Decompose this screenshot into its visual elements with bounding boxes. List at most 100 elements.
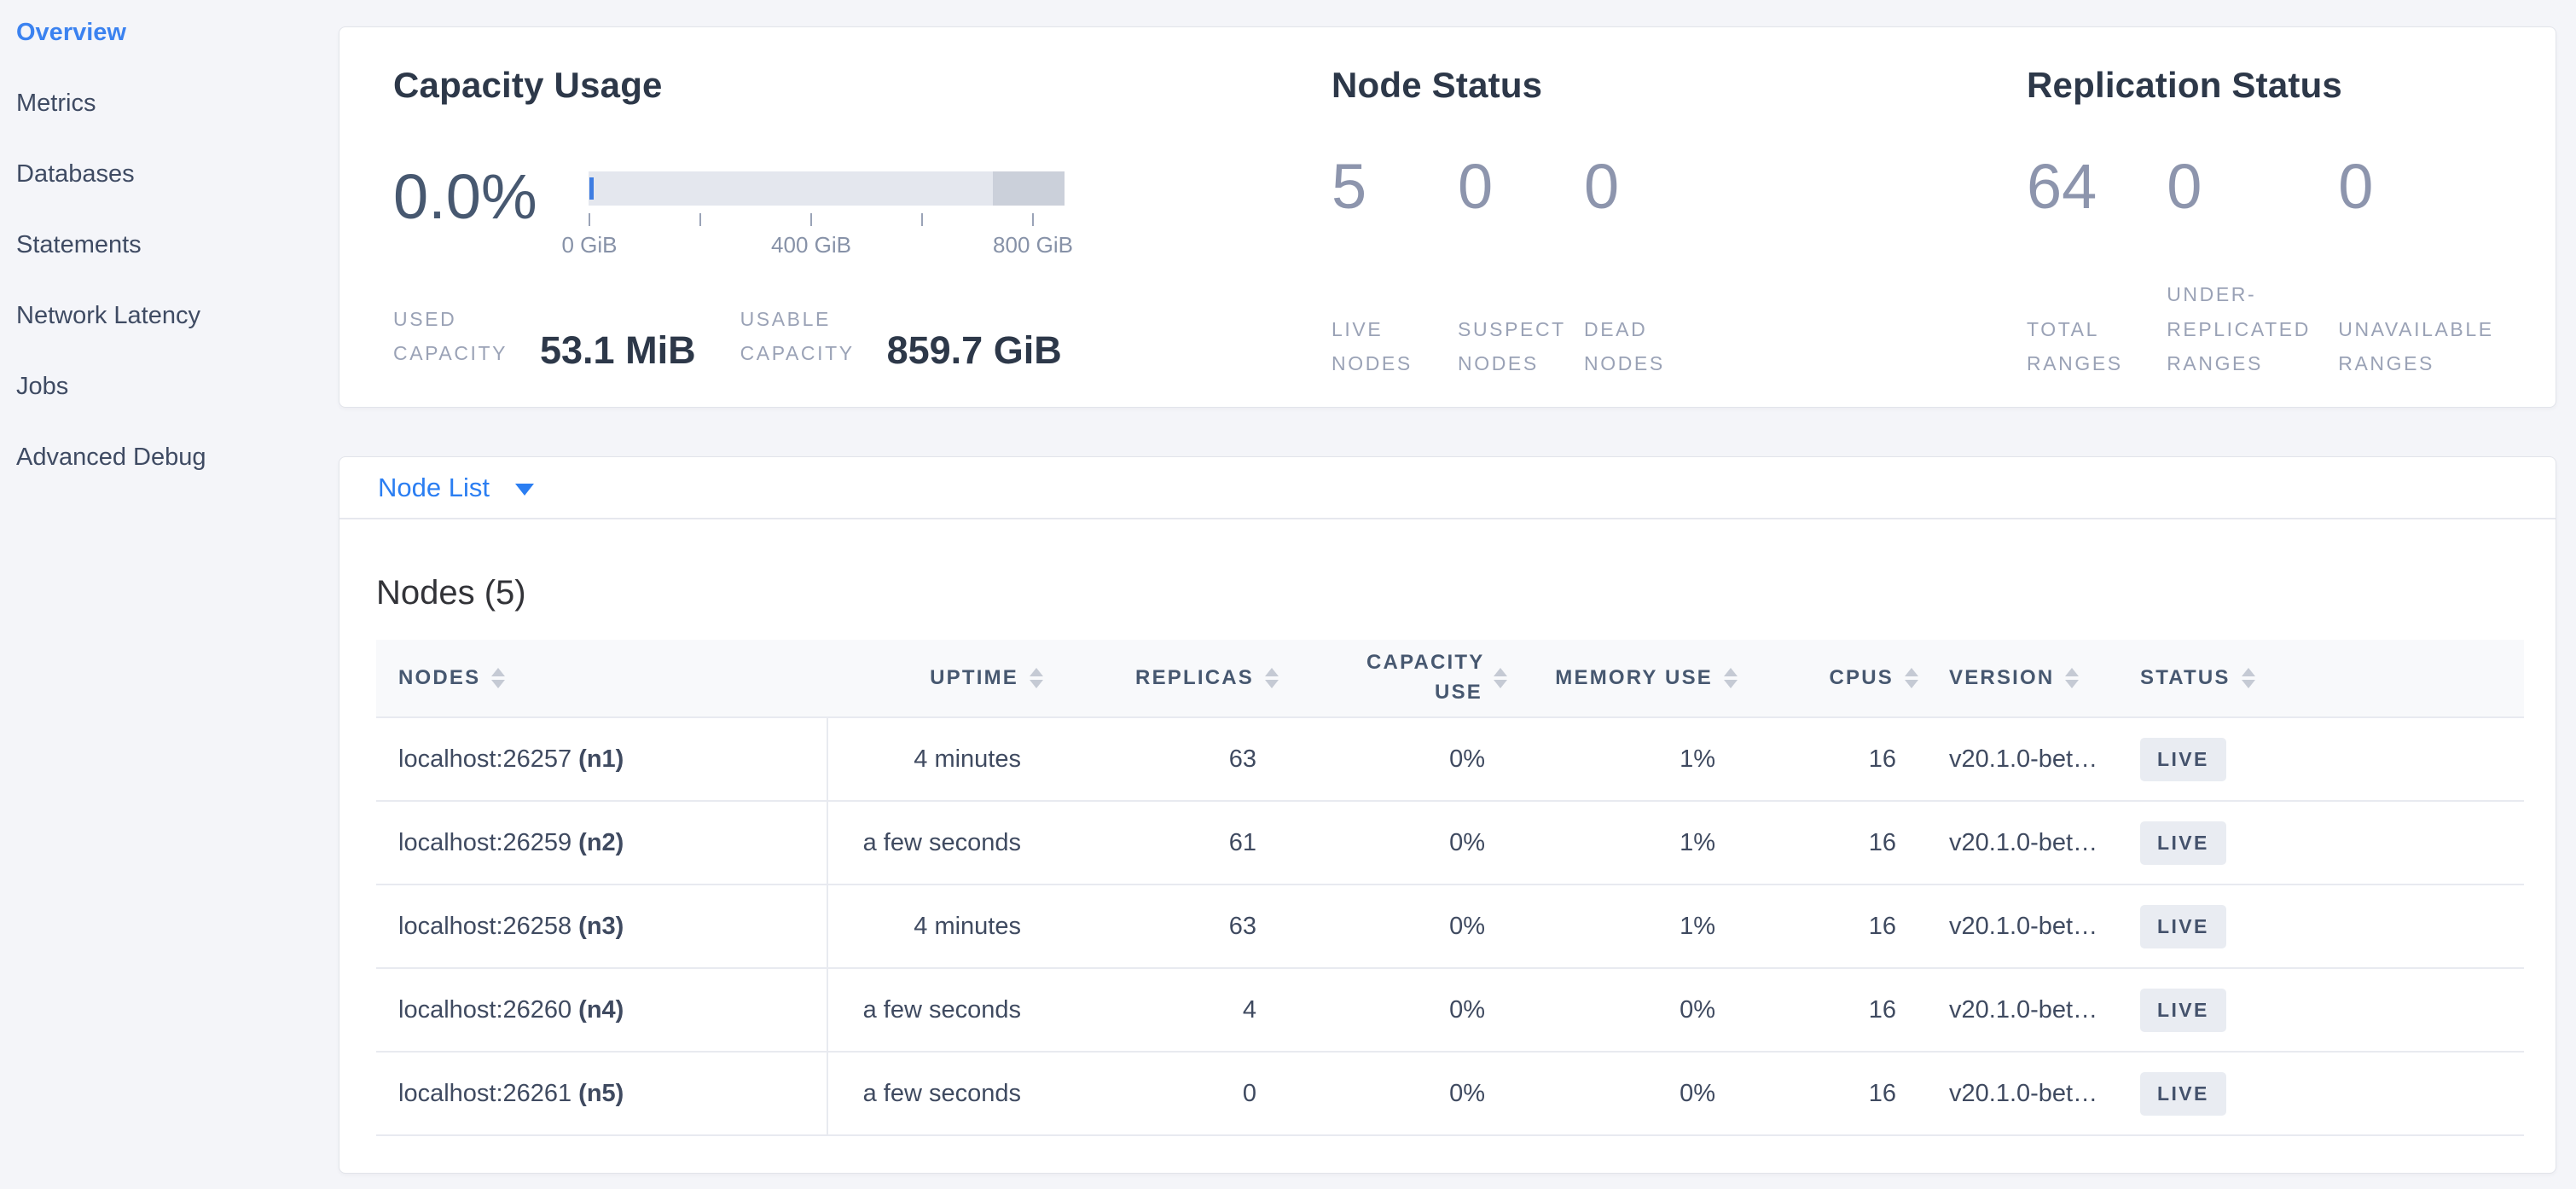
sidebar-item[interactable]: Network Latency xyxy=(16,302,200,329)
sort-icon xyxy=(1494,668,1507,688)
status-cell: LIVE xyxy=(2109,802,2524,884)
metric-value: 5 xyxy=(1332,151,1367,222)
replication-status-section: Replication Status 64 TOTAL RANGES 0 UND… xyxy=(2027,27,2556,407)
uptime-cell: 4 minutes xyxy=(914,745,1021,773)
capacity-percent: 0.0% xyxy=(393,161,537,232)
capacity-used-indicator xyxy=(589,177,594,200)
metric-label: TOTAL RANGES xyxy=(2027,317,2123,374)
metric-label: UNAVAILABLE RANGES xyxy=(2338,317,2494,374)
capacity-stat-label: USABLE CAPACITY xyxy=(740,308,855,365)
column-header-capacity-use[interactable]: CAPACITY USE xyxy=(1279,648,1507,708)
replicas-cell: 61 xyxy=(1228,828,1256,856)
node-id: (n3) xyxy=(578,912,624,940)
node-status-metric: 0 SUSPECT NODES xyxy=(1458,155,1584,380)
metric-label: UNDER-REPLICATED RANGES xyxy=(2167,283,2311,374)
sidebar: Overview Metrics Databases Statements Ne… xyxy=(0,0,339,1189)
node-address: localhost:26257 xyxy=(398,745,572,773)
table-row[interactable]: localhost:26260 (n4) a few seconds 4 0% … xyxy=(376,969,2524,1053)
status-badge: LIVE xyxy=(2140,737,2226,781)
capacity-usage-section: Capacity Usage 0.0% 0 GiB 400 GiB 800 Gi… xyxy=(393,27,1332,407)
sidebar-item[interactable]: Jobs xyxy=(16,373,69,400)
sort-icon xyxy=(1265,668,1279,688)
table-row[interactable]: localhost:26259 (n2) a few seconds 61 0%… xyxy=(376,802,2524,885)
capacity-bar-track xyxy=(589,171,1065,206)
capacity-axis-labels: 0 GiB 400 GiB 800 GiB xyxy=(561,232,1072,258)
node-id: (n5) xyxy=(578,1079,624,1107)
capacity-use-cell: 0% xyxy=(1449,745,1485,773)
node-name-cell[interactable]: localhost:26257 (n1) xyxy=(376,718,828,800)
replicas-cell: 63 xyxy=(1228,912,1256,940)
axis-label-0: 0 GiB xyxy=(561,232,618,258)
column-header-version[interactable]: VERSION xyxy=(1918,666,2109,690)
capacity-use-cell: 0% xyxy=(1449,912,1485,940)
node-list-dropdown[interactable]: Node List xyxy=(339,457,2556,519)
metric-value: 0 xyxy=(2338,151,2374,222)
node-id: (n2) xyxy=(578,828,624,856)
replication-metrics: 64 TOTAL RANGES 0 UNDER-REPLICATED RANGE… xyxy=(2027,155,2562,380)
node-id: (n1) xyxy=(578,745,624,773)
nodes-table-section: Nodes (5) NODES UPTIME REPLICAS xyxy=(339,519,2556,1136)
memory-use-cell: 1% xyxy=(1680,828,1715,856)
cpus-cell: 16 xyxy=(1868,745,1896,773)
capacity-stat: USED CAPACITY 53.1 MiB xyxy=(393,302,696,374)
column-header-replicas[interactable]: REPLICAS xyxy=(1043,666,1279,690)
metric-value: 0 xyxy=(1458,151,1494,222)
sidebar-item[interactable]: Databases xyxy=(16,160,135,188)
column-header-uptime[interactable]: UPTIME xyxy=(828,666,1043,690)
capacity-use-cell: 0% xyxy=(1449,828,1485,856)
replicas-cell: 0 xyxy=(1242,1079,1256,1107)
column-header-cpus[interactable]: CPUS xyxy=(1738,666,1918,690)
replication-metric: 0 UNDER-REPLICATED RANGES xyxy=(2167,155,2338,380)
chevron-down-icon xyxy=(514,483,534,496)
metric-value: 0 xyxy=(2167,151,2202,222)
capacity-bar: 0 GiB 400 GiB 800 GiB xyxy=(561,171,1073,258)
node-address: localhost:26259 xyxy=(398,828,572,856)
status-badge: LIVE xyxy=(2140,904,2226,948)
memory-use-cell: 1% xyxy=(1680,745,1715,773)
status-badge: LIVE xyxy=(2140,1071,2226,1116)
capacity-use-cell: 0% xyxy=(1449,995,1485,1024)
node-status-section: Node Status 5 LIVE NODES 0 SUSPECT NODES… xyxy=(1332,27,2027,407)
node-name-cell[interactable]: localhost:26260 (n4) xyxy=(376,969,828,1051)
column-header-nodes[interactable]: NODES xyxy=(376,666,828,690)
column-label: MEMORY USE xyxy=(1555,666,1713,689)
replication-status-title: Replication Status xyxy=(2027,65,2342,105)
capacity-axis-ticks xyxy=(589,213,1065,226)
node-status-metric: 0 DEAD NODES xyxy=(1584,155,1710,380)
capacity-bar-nonusable-segment xyxy=(993,171,1065,206)
cluster-summary-card: Capacity Usage 0.0% 0 GiB 400 GiB 800 Gi… xyxy=(339,26,2556,408)
sidebar-item[interactable]: Statements xyxy=(16,231,142,258)
node-status-metric: 5 LIVE NODES xyxy=(1332,155,1458,380)
column-header-status[interactable]: STATUS xyxy=(2109,666,2524,690)
sort-icon xyxy=(1030,668,1043,688)
column-header-memory-use[interactable]: MEMORY USE xyxy=(1507,666,1738,690)
sidebar-item[interactable]: Metrics xyxy=(16,90,96,117)
sidebar-item-overview[interactable]: Overview xyxy=(16,19,126,46)
replicas-cell: 63 xyxy=(1228,745,1256,773)
column-label: CPUS xyxy=(1829,666,1894,689)
node-name-cell[interactable]: localhost:26258 (n3) xyxy=(376,885,828,967)
nodes-table-body: localhost:26257 (n1) 4 minutes 63 0% 1% … xyxy=(376,718,2524,1136)
sort-icon xyxy=(491,668,506,688)
table-row[interactable]: localhost:26261 (n5) a few seconds 0 0% … xyxy=(376,1053,2524,1136)
status-cell: LIVE xyxy=(2109,1053,2524,1134)
sort-icon xyxy=(1724,668,1738,688)
table-row[interactable]: localhost:26258 (n3) 4 minutes 63 0% 1% … xyxy=(376,885,2524,969)
uptime-cell: a few seconds xyxy=(862,828,1021,856)
column-label: VERSION xyxy=(1949,666,2055,689)
uptime-cell: a few seconds xyxy=(862,995,1021,1024)
node-name-cell[interactable]: localhost:26261 (n5) xyxy=(376,1053,828,1134)
node-name-cell[interactable]: localhost:26259 (n2) xyxy=(376,802,828,884)
capacity-stats: USED CAPACITY 53.1 MiB USABLE CAPACITY 8… xyxy=(393,302,1106,374)
nodes-table-header: NODES UPTIME REPLICAS CAPACITY USE xyxy=(376,640,2524,718)
table-row[interactable]: localhost:26257 (n1) 4 minutes 63 0% 1% … xyxy=(376,718,2524,802)
sort-icon xyxy=(2065,668,2080,688)
uptime-cell: a few seconds xyxy=(862,1079,1021,1107)
node-id: (n4) xyxy=(578,995,624,1024)
node-status-title: Node Status xyxy=(1332,65,1543,105)
metric-value: 64 xyxy=(2027,151,2097,222)
status-badge: LIVE xyxy=(2140,821,2226,865)
sidebar-item[interactable]: Advanced Debug xyxy=(16,444,206,471)
version-cell: v20.1.0-bet… xyxy=(1949,912,2098,940)
